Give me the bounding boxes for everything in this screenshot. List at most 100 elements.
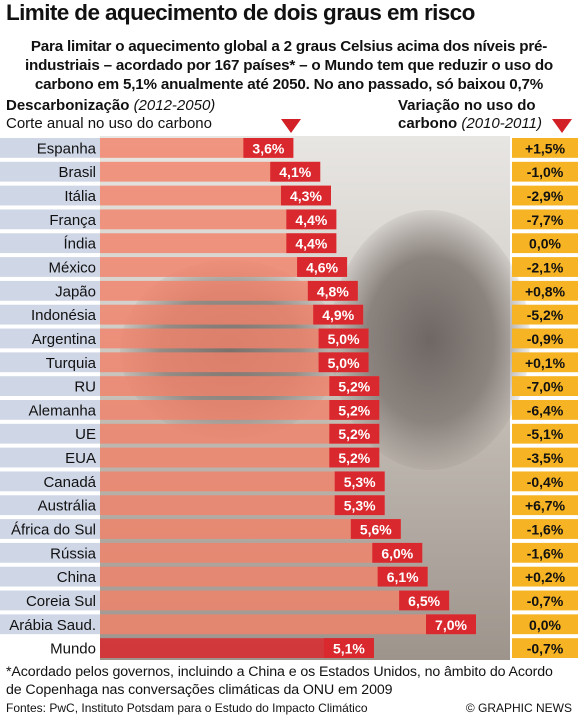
category-band	[0, 590, 100, 611]
right-header: Variação no uso do carbono (2010-2011)	[398, 97, 576, 133]
bar-value-label: 5,6%	[360, 522, 392, 538]
change-cell	[512, 280, 578, 301]
chart-title: Limite de aquecimento de dois graus em r…	[6, 0, 475, 25]
bar	[100, 542, 423, 563]
category-band	[0, 161, 100, 182]
bar-value-label: 5,0%	[328, 331, 360, 347]
bar-value-box	[318, 352, 369, 373]
category-label: França	[49, 212, 96, 229]
bar-value-label: 5,2%	[338, 426, 370, 442]
bar	[100, 423, 380, 444]
bar-value-box	[399, 590, 450, 611]
bar-value-label: 4,4%	[295, 236, 327, 252]
change-cell	[512, 400, 578, 420]
category-label: México	[48, 260, 96, 277]
right-header-bold: carbono	[398, 115, 458, 132]
bar-chart: 3,6% Espanha +1,5% 4,1% Brasil -1,0% 4,3% Itáli…	[0, 138, 578, 658]
left-header: Descarbonização (2012-2050) Corte anual …	[6, 97, 215, 133]
change-value-label: -3,5%	[527, 450, 564, 466]
category-band	[0, 376, 100, 396]
change-cell	[512, 376, 578, 396]
category-label: Índia	[63, 236, 96, 253]
bar-value-box	[270, 161, 321, 182]
category-label: Espanha	[37, 140, 97, 157]
bar-value-box	[334, 471, 385, 492]
change-cell	[512, 638, 578, 658]
category-label: Alemanha	[28, 402, 96, 419]
left-header-period: (2012-2050)	[133, 97, 216, 114]
category-band	[0, 185, 100, 206]
bar-value-label: 5,3%	[344, 498, 376, 514]
bar-value-box	[307, 280, 358, 301]
category-label: Indonésia	[31, 307, 97, 324]
bar	[100, 590, 450, 611]
bar-value-label: 5,2%	[338, 450, 370, 466]
bar-value-box	[350, 519, 401, 539]
bar-value-box	[286, 209, 337, 230]
change-cell	[512, 495, 578, 516]
change-value-label: +1,5%	[525, 140, 566, 156]
change-value-label: -0,4%	[527, 474, 564, 490]
change-value-label: -0,7%	[527, 593, 564, 609]
category-band	[0, 566, 100, 587]
category-label: Mundo	[50, 641, 96, 658]
category-band	[0, 471, 100, 492]
bar	[100, 614, 476, 635]
change-value-label: 0,0%	[529, 236, 561, 252]
bar	[100, 447, 380, 468]
category-band	[0, 209, 100, 230]
bar-value-box	[329, 376, 380, 396]
change-cell	[512, 542, 578, 563]
bar-value-label: 6,0%	[381, 545, 413, 561]
category-band	[0, 614, 100, 635]
category-label: Itália	[64, 188, 96, 205]
category-band	[0, 138, 100, 158]
bar	[100, 495, 385, 516]
category-band	[0, 638, 100, 658]
category-label: Turquia	[46, 355, 97, 372]
change-value-label: -1,6%	[527, 545, 564, 561]
bar	[100, 233, 337, 254]
footnote: *Acordado pelos governos, incluindo a Ch…	[6, 664, 553, 698]
category-label: Coreia Sul	[26, 593, 96, 610]
bar-value-box	[426, 614, 476, 635]
category-band	[0, 257, 100, 277]
bar	[100, 376, 380, 396]
bar-value-box	[313, 304, 364, 325]
bar	[100, 161, 321, 182]
category-label: África do Sul	[11, 522, 96, 539]
bar	[100, 304, 364, 325]
bar-value-label: 5,3%	[344, 474, 376, 490]
category-label: Austrália	[38, 498, 97, 515]
left-header-subtitle: Corte anual no uso do carbono	[6, 115, 212, 132]
change-value-label: -0,7%	[527, 641, 564, 657]
category-band	[0, 233, 100, 254]
right-header-period: (2010-2011)	[461, 115, 542, 132]
category-label: UE	[75, 426, 96, 443]
left-header-title: Descarbonização	[6, 97, 130, 114]
category-band	[0, 519, 100, 539]
change-value-label: +0,8%	[525, 283, 566, 299]
change-value-label: -1,0%	[527, 164, 564, 180]
change-value-label: 0,0%	[529, 617, 561, 633]
category-label: China	[57, 569, 97, 586]
change-value-label: -6,4%	[527, 402, 564, 418]
category-label: Argentina	[32, 331, 97, 348]
bar-value-label: 5,2%	[338, 379, 370, 395]
bar-value-label: 4,8%	[317, 283, 349, 299]
credit: © GRAPHIC NEWS	[465, 701, 572, 715]
change-value-label: -0,9%	[527, 331, 564, 347]
change-value-label: +0,2%	[525, 569, 566, 585]
change-value-label: -1,6%	[527, 522, 564, 538]
category-label: Japão	[55, 283, 96, 300]
bar-value-label: 5,2%	[338, 402, 370, 418]
change-cell	[512, 328, 578, 349]
bar-value-label: 7,0%	[435, 617, 467, 633]
category-band	[0, 400, 100, 420]
bar-value-box	[334, 495, 385, 516]
sources: Fontes: PwC, Instituto Potsdam para o Es…	[6, 701, 368, 715]
bar	[100, 638, 374, 658]
category-label: Arábia Saud.	[9, 617, 96, 634]
bar-value-box	[377, 566, 428, 587]
category-label: EUA	[65, 450, 96, 467]
